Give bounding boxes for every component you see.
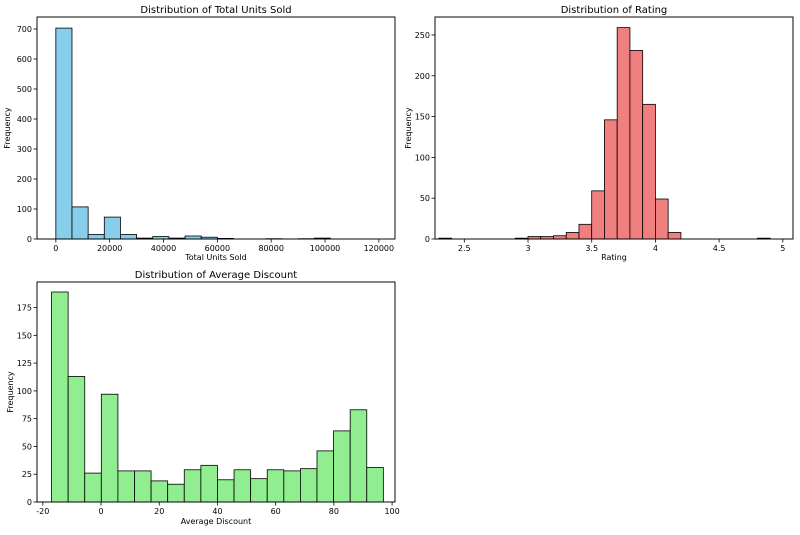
y-axis-label: Frequency: [3, 107, 12, 149]
y-tick-label: 100: [17, 387, 32, 396]
histogram-bar: [184, 470, 201, 502]
histogram-bar: [185, 236, 201, 239]
y-tick-label: 600: [17, 55, 32, 64]
x-tick-label: 60000: [205, 244, 230, 253]
histogram-bar: [367, 468, 384, 502]
x-tick-label: -20: [36, 507, 49, 516]
histogram-bar: [284, 471, 301, 502]
histogram-bar: [579, 224, 592, 239]
x-tick-label: 100: [384, 507, 399, 516]
x-tick-label: 60: [271, 507, 281, 516]
chart-title: Distribution of Total Units Sold: [140, 5, 291, 16]
x-tick-label: 40000: [151, 244, 176, 253]
histogram-bar: [72, 207, 88, 239]
y-tick-label: 200: [415, 72, 430, 81]
histogram-bar: [52, 292, 69, 502]
y-tick-label: 200: [17, 175, 32, 184]
x-tick-label: 4.5: [713, 244, 726, 253]
x-axis-label: Total Units Sold: [184, 253, 247, 262]
chart-rating: Distribution of Rating Rating Frequency …: [404, 5, 793, 262]
x-tick-label: 5: [780, 244, 785, 253]
x-axis-label: Average Discount: [181, 517, 252, 526]
x-tick-label: 3.5: [585, 244, 598, 253]
y-axis-label: Frequency: [6, 371, 15, 413]
histogram-bar: [643, 104, 656, 239]
histogram-bar: [350, 410, 367, 502]
chart-total-units-sold: Distribution of Total Units Sold Total U…: [3, 5, 395, 262]
histogram-bar: [101, 394, 118, 502]
histogram-bar: [201, 465, 218, 502]
y-tick-label: 0: [425, 235, 430, 244]
histogram-bar: [217, 480, 234, 502]
y-tick-label: 150: [415, 113, 430, 122]
x-tick-label: 80000: [258, 244, 283, 253]
histogram-bar: [317, 451, 334, 502]
x-tick-label: 120000: [364, 244, 395, 253]
y-tick-label: 75: [22, 415, 32, 424]
chart-title: Distribution of Rating: [561, 5, 668, 16]
histogram-bar: [251, 479, 268, 502]
y-tick-label: 25: [22, 470, 32, 479]
histogram-bar: [630, 50, 643, 239]
histogram-bar: [151, 481, 168, 502]
chart-title: Distribution of Average Discount: [135, 270, 298, 281]
histogram-bar: [168, 484, 185, 502]
y-tick-label: 175: [17, 304, 32, 313]
y-tick-label: 100: [415, 153, 430, 162]
y-tick-label: 300: [17, 145, 32, 154]
histogram-bar: [334, 431, 351, 502]
histogram-bar: [617, 28, 630, 239]
x-axis-label: Rating: [601, 253, 627, 262]
x-tick-label: 3: [525, 244, 530, 253]
y-tick-label: 50: [420, 194, 430, 203]
histogram-bar: [88, 235, 104, 240]
x-tick-label: 40: [212, 507, 222, 516]
histogram-bar: [553, 236, 566, 239]
y-tick-label: 500: [17, 85, 32, 94]
y-tick-label: 125: [17, 359, 32, 368]
y-tick-label: 250: [415, 31, 430, 40]
histogram-bar: [267, 470, 284, 502]
histogram-bar: [85, 473, 102, 502]
y-tick-label: 700: [17, 25, 32, 34]
histogram-bar: [135, 471, 152, 502]
histogram-bar: [120, 235, 136, 240]
histogram-bar: [300, 469, 317, 502]
x-tick-label: 0: [53, 244, 58, 253]
histogram-bar: [655, 199, 668, 239]
histogram-bar: [104, 217, 120, 239]
histogram-bar: [234, 470, 251, 502]
x-tick-label: 0: [98, 507, 103, 516]
histogram-bar: [56, 28, 72, 239]
histogram-bar: [592, 191, 605, 239]
chart-average-discount: Distribution of Average Discount Average…: [6, 270, 400, 526]
y-tick-label: 0: [27, 235, 32, 244]
y-tick-label: 100: [17, 205, 32, 214]
histogram-bar: [118, 471, 135, 502]
y-tick-label: 400: [17, 115, 32, 124]
x-tick-label: 80: [329, 507, 339, 516]
histogram-bar: [68, 376, 85, 502]
histogram-bar: [566, 232, 579, 239]
x-tick-label: 2.5: [458, 244, 471, 253]
histogram-bar: [668, 232, 681, 239]
x-tick-label: 20: [154, 507, 164, 516]
y-axis-label: Frequency: [404, 107, 413, 149]
histogram-bar: [604, 120, 617, 239]
x-tick-label: 20000: [97, 244, 122, 253]
y-tick-label: 150: [17, 331, 32, 340]
x-tick-label: 100000: [310, 244, 341, 253]
y-tick-label: 0: [27, 498, 32, 507]
y-tick-label: 50: [22, 442, 32, 451]
x-tick-label: 4: [653, 244, 658, 253]
plot-area: [37, 17, 395, 239]
